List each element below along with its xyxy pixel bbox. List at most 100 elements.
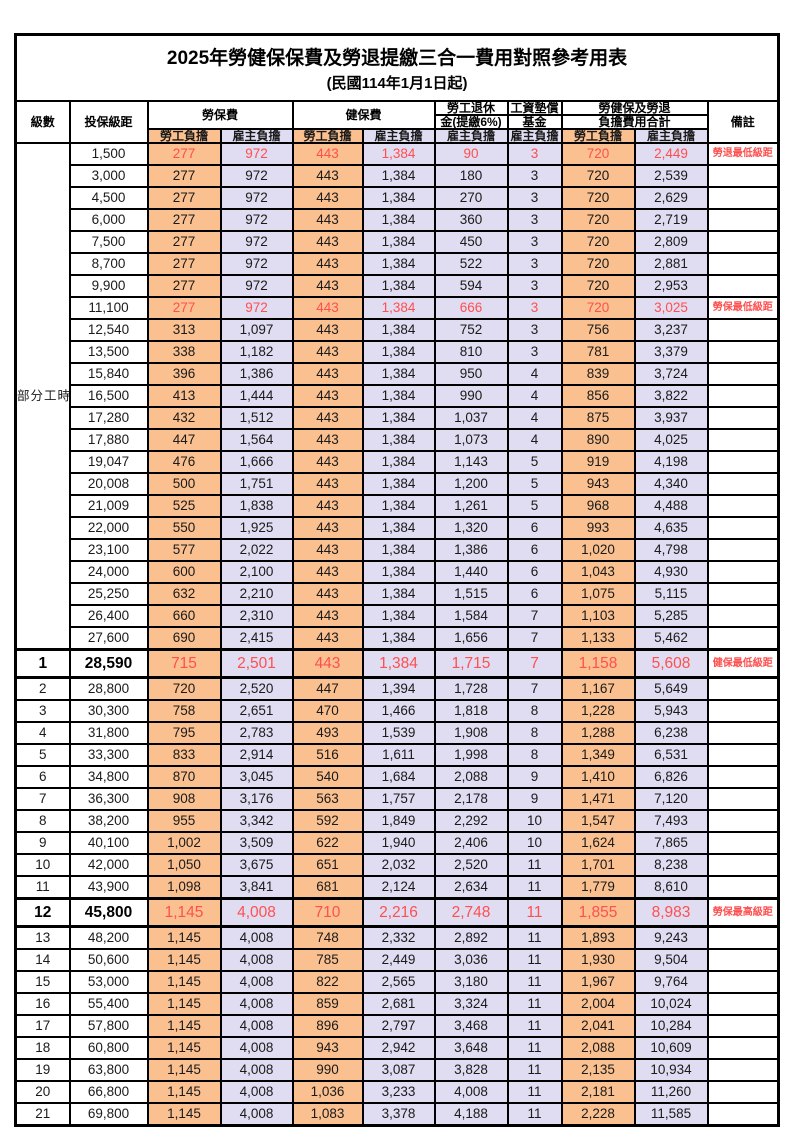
- table-row: 22,000 550 1,925 443 1,384 1,320 6 993 4,635: [16, 516, 780, 540]
- labor-employee-cell: 277: [146, 164, 222, 188]
- pension-employer-cell: 1,073: [433, 428, 509, 452]
- pension-employer-cell: 3,324: [433, 992, 509, 1016]
- labor-employee-cell: 1,145: [146, 1102, 222, 1127]
- remark-cell: [706, 970, 780, 994]
- health-employer-cell: 1,384: [361, 604, 436, 628]
- wage-fund-employer-cell: 11: [506, 970, 563, 994]
- health-employer-cell: 1,384: [361, 626, 436, 651]
- pension-employer-cell: 3,036: [433, 948, 509, 972]
- health-employer-cell: 1,384: [361, 318, 436, 342]
- salary-bracket-cell: 24,000: [68, 560, 149, 584]
- salary-bracket-cell: 22,000: [68, 516, 149, 540]
- salary-bracket-cell: 43,900: [68, 875, 149, 900]
- total-employee-cell: 993: [560, 516, 636, 540]
- table-row: 13,500 338 1,182 443 1,384 810 3 781 3,379: [16, 340, 780, 364]
- total-employer-cell: 5,285: [633, 604, 709, 628]
- remark-cell: [706, 472, 780, 496]
- pension-employer-cell: 2,292: [433, 809, 509, 833]
- pension-employer-cell: 1,037: [433, 406, 509, 430]
- labor-employer-cell: 972: [219, 252, 294, 276]
- remark-cell: [706, 560, 780, 584]
- health-employer-cell: 1,684: [361, 765, 436, 789]
- wage-fund-employer-cell: 3: [506, 340, 563, 364]
- labor-employee-cell: 525: [146, 494, 222, 518]
- table-row: 14 50,600 1,145 4,008 785 2,449 3,036 11 1,930 9,…: [14, 948, 780, 972]
- total-employee-cell: 1,930: [560, 948, 636, 972]
- labor-employee-cell: 833: [146, 743, 222, 767]
- total-employer-cell: 3,822: [633, 384, 709, 408]
- salary-bracket-cell: 28,800: [68, 676, 149, 701]
- level-cell: 1: [14, 648, 71, 679]
- table-row: 10 42,000 1,050 3,675 651 2,032 2,520 11 1,701 8,…: [14, 853, 780, 877]
- total-employer-cell: 6,238: [633, 721, 709, 745]
- total-employee-cell: 1,855: [560, 897, 636, 928]
- health-employer-subheader: 雇主負擔: [361, 128, 436, 144]
- pension-employer-cell: 2,088: [433, 765, 509, 789]
- labor-employer-cell: 4,008: [219, 1014, 294, 1038]
- total-employer-cell: 9,504: [633, 948, 709, 972]
- total-employer-cell: 6,826: [633, 765, 709, 789]
- remark-cell: [706, 164, 780, 188]
- remark-cell: [706, 604, 780, 628]
- health-employee-cell: 516: [291, 743, 364, 767]
- health-employer-cell: 1,384: [361, 648, 436, 679]
- labor-employee-subheader: 勞工負擔: [146, 128, 222, 144]
- salary-bracket-cell: 60,800: [68, 1036, 149, 1060]
- table-row: 11,100 277 972 443 1,384 666 3 720 3,025 勞保最低級距: [16, 296, 780, 320]
- health-employer-cell: 1,384: [361, 274, 436, 298]
- level-cell: 14: [14, 948, 71, 972]
- total-employee-cell: 1,167: [560, 676, 636, 701]
- health-employer-cell: 1,611: [361, 743, 436, 767]
- health-employer-cell: 1,384: [361, 208, 436, 232]
- salary-bracket-cell: 31,800: [68, 721, 149, 745]
- wage-fund-employer-cell: 11: [506, 897, 563, 928]
- health-employer-cell: 1,384: [361, 472, 436, 496]
- labor-employer-cell: 3,176: [219, 787, 294, 811]
- salary-bracket-cell: 17,880: [68, 428, 149, 452]
- pension-employer-cell: 180: [433, 164, 509, 188]
- labor-employer-cell: 4,008: [219, 1058, 294, 1082]
- labor-employee-cell: 338: [146, 340, 222, 364]
- salary-bracket-cell: 19,047: [68, 450, 149, 474]
- health-employer-cell: 1,384: [361, 406, 436, 430]
- salary-bracket-cell: 23,100: [68, 538, 149, 562]
- table-row: 17,880 447 1,564 443 1,384 1,073 4 890 4,025: [16, 428, 780, 452]
- labor-employer-cell: 1,564: [219, 428, 294, 452]
- labor-employee-cell: 413: [146, 384, 222, 408]
- table-row: 3,000 277 972 443 1,384 180 3 720 2,539: [16, 164, 780, 188]
- table-row: 19,047 476 1,666 443 1,384 1,143 5 919 4,198: [16, 450, 780, 474]
- wage-fund-employer-cell: 11: [506, 1102, 563, 1127]
- salary-bracket-cell: 69,800: [68, 1102, 149, 1127]
- table-row: 26,400 660 2,310 443 1,384 1,584 7 1,103 5,285: [16, 604, 780, 628]
- salary-bracket-cell: 34,800: [68, 765, 149, 789]
- labor-employer-cell: 3,342: [219, 809, 294, 833]
- level-cell: 18: [14, 1036, 71, 1060]
- labor-employer-cell: 4,008: [219, 897, 294, 928]
- health-employee-cell: 493: [291, 721, 364, 745]
- health-employee-cell: 785: [291, 948, 364, 972]
- wage-fund-employer-cell: 3: [506, 164, 563, 188]
- level-cell: 4: [14, 721, 71, 745]
- wage-fund-employer-cell: 9: [506, 787, 563, 811]
- total-employee-cell: 875: [560, 406, 636, 430]
- health-employee-cell: 443: [291, 252, 364, 276]
- salary-bracket-cell: 7,500: [68, 230, 149, 254]
- salary-bracket-cell: 48,200: [68, 925, 149, 950]
- remark-cell: [706, 340, 780, 364]
- wage-fund-employer-cell: 4: [506, 384, 563, 408]
- total-employee-cell: 1,043: [560, 560, 636, 584]
- labor-employer-subheader: 雇主負擔: [219, 128, 294, 144]
- remark-cell: [706, 362, 780, 386]
- remark-cell: [706, 406, 780, 430]
- level-cell: 10: [14, 853, 71, 877]
- total-employee-cell: 1,471: [560, 787, 636, 811]
- health-employer-cell: 1,384: [361, 384, 436, 408]
- labor-employer-cell: 2,022: [219, 538, 294, 562]
- health-employee-cell: 990: [291, 1058, 364, 1082]
- total-employee-cell: 720: [560, 208, 636, 232]
- salary-bracket-cell: 16,500: [68, 384, 149, 408]
- pension-employer-cell: 2,520: [433, 853, 509, 877]
- table-row: 18 60,800 1,145 4,008 943 2,942 3,648 11 2,088 10…: [14, 1036, 780, 1060]
- salary-bracket-cell: 6,000: [68, 208, 149, 232]
- pension-employer-cell: 1,386: [433, 538, 509, 562]
